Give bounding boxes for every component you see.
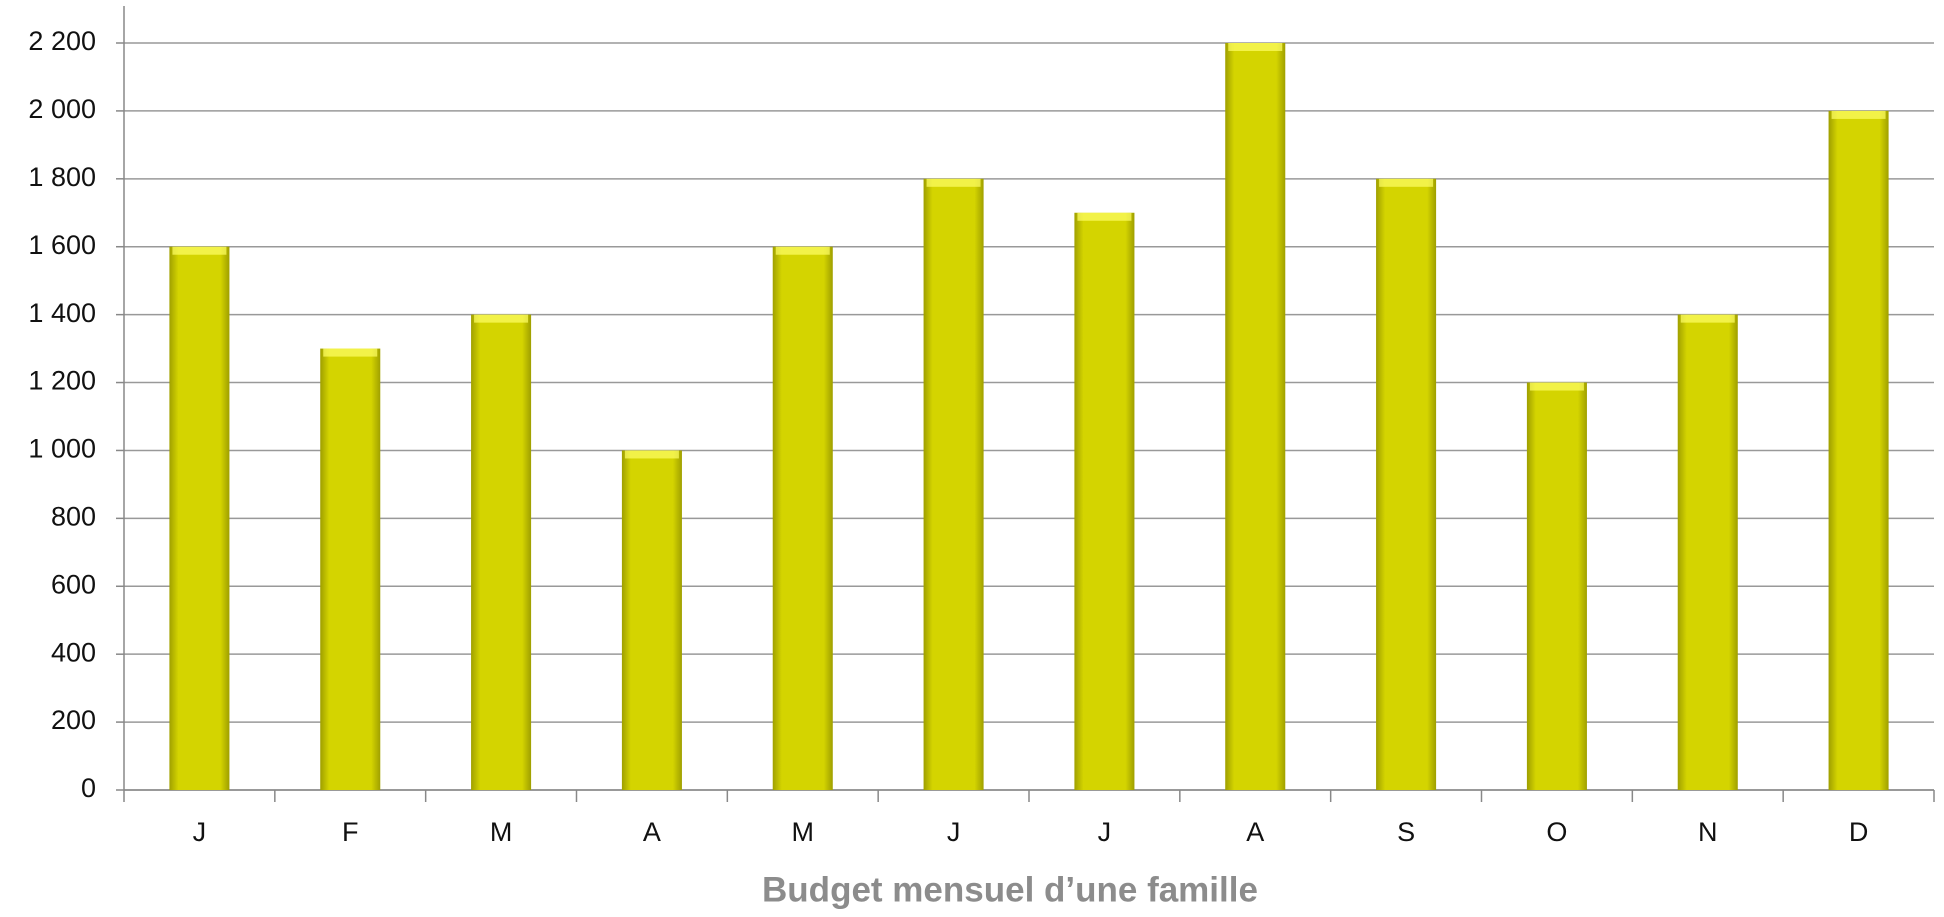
x-tick-label: J	[1098, 817, 1112, 847]
bar-cap	[172, 246, 227, 255]
x-tick-label: A	[1246, 817, 1264, 847]
y-tick-label: 1 800	[28, 162, 96, 192]
bar-shade	[1526, 382, 1587, 790]
bar-shade	[1225, 43, 1286, 790]
y-tick-label: 0	[81, 773, 96, 803]
bar-shade	[320, 348, 381, 790]
x-tick-label: M	[490, 817, 513, 847]
x-tick-label: F	[342, 817, 359, 847]
bar-shade	[1074, 212, 1135, 791]
bar-cap	[1379, 178, 1434, 187]
bar-cap	[1831, 110, 1886, 119]
bar-cap	[1228, 43, 1283, 51]
bar-shade	[621, 450, 682, 790]
y-tick-label: 1 600	[28, 230, 96, 260]
x-tick-label: J	[947, 817, 961, 847]
bar-cap	[1077, 212, 1132, 221]
x-tick-label: D	[1849, 817, 1869, 847]
bar-cap	[474, 314, 529, 323]
x-tick-label: M	[792, 817, 815, 847]
bar-shade	[471, 314, 532, 790]
x-tick-label: S	[1397, 817, 1415, 847]
y-tick-label: 400	[51, 637, 96, 667]
bar-cap	[775, 246, 830, 255]
bar-shade	[1376, 178, 1437, 790]
x-tick-label: J	[193, 817, 207, 847]
bar-cap	[323, 348, 378, 357]
y-tick-label: 1 000	[28, 434, 96, 464]
y-tick-label: 2 200	[28, 26, 96, 56]
bar-shade	[772, 246, 833, 790]
y-tick-label: 800	[51, 501, 96, 531]
x-tick-label: O	[1546, 817, 1567, 847]
bar-shade	[169, 246, 230, 790]
bar-shade	[923, 178, 984, 790]
bar-cap	[1680, 314, 1735, 323]
y-tick-label: 1 400	[28, 298, 96, 328]
bar-cap	[1529, 382, 1584, 391]
x-tick-label: A	[643, 817, 661, 847]
y-tick-label: 200	[51, 705, 96, 735]
bar-cap	[624, 450, 679, 459]
bar-shade	[1677, 314, 1738, 790]
bar-cap	[926, 178, 981, 187]
x-tick-label: N	[1698, 817, 1718, 847]
y-tick-label: 1 200	[28, 366, 96, 396]
y-tick-label: 2 000	[28, 94, 96, 124]
y-tick-label: 600	[51, 569, 96, 599]
chart-title: Budget mensuel d’une famille	[762, 870, 1258, 909]
bar-shade	[1828, 110, 1889, 791]
